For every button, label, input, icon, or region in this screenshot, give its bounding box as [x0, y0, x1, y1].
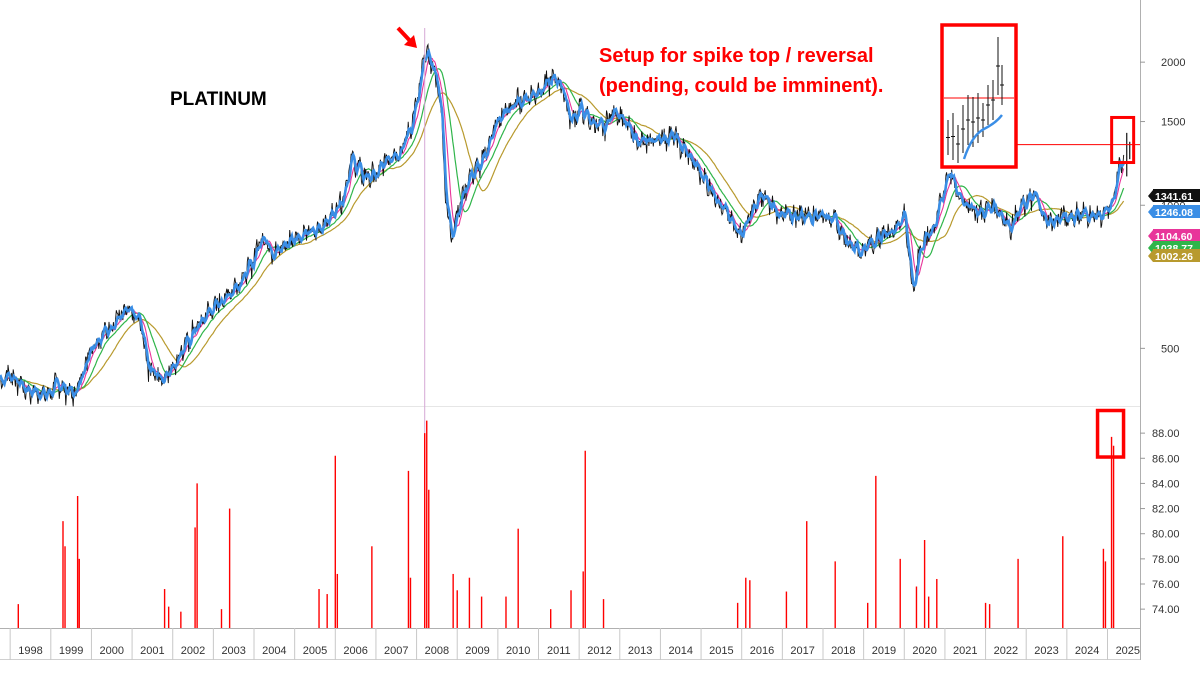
year-label: 2004 — [262, 645, 286, 657]
price-badge-pointer — [1148, 190, 1153, 202]
year-label: 2007 — [384, 645, 408, 657]
price-badge-pointer — [1148, 250, 1153, 262]
price-badge — [1153, 229, 1200, 242]
year-label: 1999 — [59, 645, 83, 657]
price-badge-label: 1341.61 — [1155, 191, 1193, 203]
indicator-tick-label: 86.00 — [1152, 453, 1180, 465]
year-label: 2023 — [1034, 645, 1058, 657]
year-label: 2021 — [953, 645, 977, 657]
indicator-tick-label: 84.00 — [1152, 478, 1180, 490]
year-label: 2011 — [547, 645, 571, 657]
year-label: 2000 — [100, 645, 124, 657]
chart-title: PLATINUM — [170, 89, 267, 110]
year-label: 2002 — [181, 645, 205, 657]
price-badge-label: 1002.26 — [1155, 251, 1193, 263]
ma-fast-line — [0, 48, 1125, 402]
year-label: 2012 — [587, 645, 611, 657]
indicator-tick-label: 74.00 — [1152, 604, 1180, 616]
year-label: 2005 — [303, 645, 327, 657]
price-badge-label: 1104.60 — [1155, 231, 1193, 243]
year-label: 1998 — [18, 645, 42, 657]
year-label: 2020 — [912, 645, 936, 657]
year-label: 2003 — [221, 645, 245, 657]
indicator-tick-label: 80.00 — [1152, 529, 1180, 541]
price-badge — [1153, 249, 1200, 262]
indicator-tick-label: 88.00 — [1152, 428, 1180, 440]
year-label: 2008 — [425, 645, 449, 657]
indicator-tick-label: 82.00 — [1152, 504, 1180, 516]
price-badge-pointer — [1148, 206, 1153, 218]
indicator-highlight-box — [1095, 408, 1126, 459]
price-badge — [1153, 189, 1200, 202]
indicator-tick-label: 76.00 — [1152, 579, 1180, 591]
price-badge — [1153, 205, 1200, 218]
year-label: 2016 — [750, 645, 774, 657]
inset-box — [940, 23, 1018, 169]
year-label: 2013 — [628, 645, 652, 657]
year-label: 2010 — [506, 645, 530, 657]
peak-arrow-head — [404, 35, 417, 48]
indicator-tick-label: 78.00 — [1152, 554, 1180, 566]
year-label: 2015 — [709, 645, 733, 657]
price-tick-label: 2000 — [1161, 57, 1185, 69]
inset-ma-line — [962, 114, 1003, 160]
price-badge-pointer — [1148, 242, 1153, 254]
year-label: 2001 — [140, 645, 164, 657]
year-label: 2009 — [465, 645, 489, 657]
year-label: 2018 — [831, 645, 855, 657]
year-label: 2017 — [790, 645, 814, 657]
year-label: 2019 — [872, 645, 896, 657]
year-label: 2025 — [1116, 645, 1140, 657]
year-label: 2006 — [343, 645, 367, 657]
annotation-line: (pending, could be imminent). — [599, 75, 883, 97]
price-tick-label: 1500 — [1161, 117, 1185, 129]
price-tick-label: 500 — [1161, 343, 1179, 355]
year-label: 2014 — [669, 645, 693, 657]
annotation-line: Setup for spike top / reversal — [599, 45, 874, 67]
price-badge-pointer — [1148, 230, 1153, 242]
spike-highlight-box — [1110, 115, 1136, 165]
price-badge-label: 1246.08 — [1155, 207, 1193, 219]
year-label: 2022 — [994, 645, 1018, 657]
year-label: 2024 — [1075, 645, 1099, 657]
